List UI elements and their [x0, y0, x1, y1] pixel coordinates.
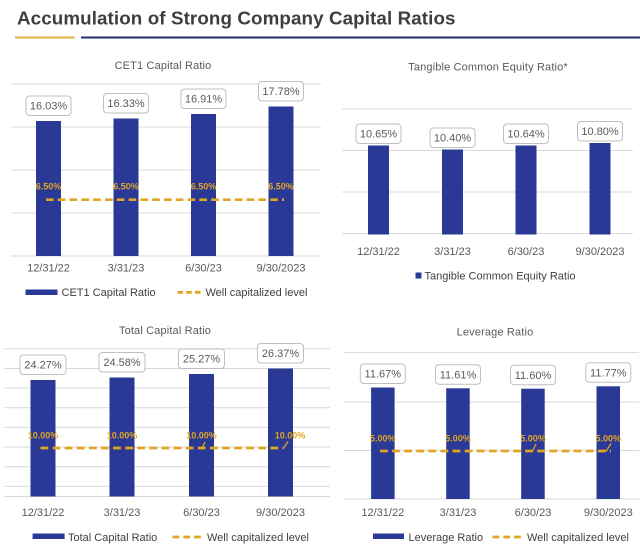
svg-text:9/30/2023: 9/30/2023 [257, 262, 306, 274]
svg-text:12/31/22: 12/31/22 [22, 507, 65, 519]
svg-text:6/30/23: 6/30/23 [185, 262, 222, 274]
svg-text:17.78%: 17.78% [262, 86, 300, 98]
svg-text:5.00%: 5.00% [445, 434, 471, 444]
svg-text:10.64%: 10.64% [507, 129, 545, 141]
svg-text:10.00%: 10.00% [107, 431, 138, 441]
svg-text:Tangible Common Equity Ratio: Tangible Common Equity Ratio [425, 271, 576, 283]
svg-text:9/30/2023: 9/30/2023 [256, 507, 305, 519]
svg-text:11.77%: 11.77% [590, 368, 627, 380]
svg-text:16.03%: 16.03% [30, 101, 68, 113]
svg-text:Leverage Ratio: Leverage Ratio [409, 532, 484, 544]
svg-text:3/31/23: 3/31/23 [108, 262, 145, 274]
svg-text:24.27%: 24.27% [24, 360, 62, 372]
svg-text:3/31/23: 3/31/23 [434, 246, 471, 258]
svg-text:6.50%: 6.50% [268, 182, 294, 192]
svg-text:10.00%: 10.00% [275, 431, 306, 441]
svg-text:Accumulation of Strong Company: Accumulation of Strong Company Capital R… [17, 8, 456, 29]
svg-text:Well capitalized level: Well capitalized level [527, 532, 629, 544]
svg-text:24.58%: 24.58% [103, 357, 141, 369]
svg-text:3/31/23: 3/31/23 [104, 507, 141, 519]
svg-text:6/30/23: 6/30/23 [515, 507, 552, 519]
svg-text:6/30/23: 6/30/23 [183, 507, 220, 519]
svg-text:10.40%: 10.40% [434, 133, 472, 145]
svg-text:Well capitalized level: Well capitalized level [207, 532, 309, 544]
svg-text:12/31/22: 12/31/22 [27, 262, 70, 274]
svg-text:6.50%: 6.50% [191, 182, 217, 192]
svg-text:12/31/22: 12/31/22 [357, 246, 400, 258]
svg-text:10.65%: 10.65% [360, 129, 398, 141]
svg-text:26.37%: 26.37% [262, 348, 300, 360]
svg-text:16.91%: 16.91% [185, 94, 223, 106]
svg-text:16.33%: 16.33% [107, 98, 145, 110]
svg-text:Total Capital Ratio: Total Capital Ratio [119, 325, 211, 337]
svg-text:Well capitalized level: Well capitalized level [206, 287, 308, 299]
svg-text:12/31/22: 12/31/22 [361, 507, 404, 519]
svg-text:5.00%: 5.00% [520, 434, 546, 444]
svg-text:10.80%: 10.80% [581, 126, 619, 138]
svg-text:10.00%: 10.00% [28, 431, 59, 441]
svg-text:5.00%: 5.00% [370, 434, 396, 444]
svg-text:5.00%: 5.00% [596, 434, 622, 444]
svg-text:Tangible Common Equity Ratio*: Tangible Common Equity Ratio* [408, 62, 568, 74]
svg-text:6/30/23: 6/30/23 [508, 246, 545, 258]
svg-text:11.61%: 11.61% [440, 370, 477, 382]
svg-text:CET1 Capital Ratio: CET1 Capital Ratio [62, 287, 156, 299]
svg-text:6.50%: 6.50% [36, 182, 62, 192]
svg-text:Leverage Ratio: Leverage Ratio [457, 327, 534, 339]
svg-text:9/30/2023: 9/30/2023 [576, 246, 625, 258]
svg-text:9/30/2023: 9/30/2023 [584, 507, 633, 519]
svg-text:Total Capital Ratio: Total Capital Ratio [68, 532, 157, 544]
svg-text:11.67%: 11.67% [365, 369, 402, 381]
svg-text:CET1 Capital Ratio: CET1 Capital Ratio [115, 60, 212, 72]
svg-text:25.27%: 25.27% [183, 354, 221, 366]
svg-text:6.50%: 6.50% [113, 182, 139, 192]
svg-text:3/31/23: 3/31/23 [440, 507, 477, 519]
svg-text:10.00%: 10.00% [186, 431, 217, 441]
svg-text:11.60%: 11.60% [515, 370, 552, 382]
